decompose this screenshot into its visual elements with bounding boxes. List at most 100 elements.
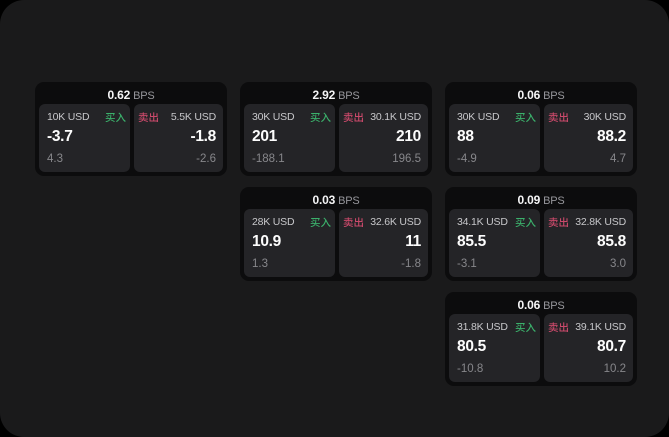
buy-side-label: 买入 bbox=[309, 112, 331, 123]
sell-price: 210 bbox=[396, 128, 421, 145]
buy-amount: 31.8K USD bbox=[457, 321, 508, 333]
spread-value: 2.92 bbox=[312, 88, 336, 102]
sell-amount: 5.5K USD bbox=[170, 111, 216, 123]
buy-amount: 30K USD bbox=[457, 111, 500, 123]
quote-card-2: 2.92 BPS 30K USD 买入 201 -188.1 卖出 30.1K … bbox=[240, 82, 432, 176]
spread-header: 2.92 BPS bbox=[244, 86, 428, 104]
buy-amount: 28K USD bbox=[252, 216, 295, 228]
sell-quote-tile[interactable]: 卖出 30K USD 88.2 4.7 bbox=[543, 104, 633, 172]
spread-value: 0.03 bbox=[312, 193, 336, 207]
spread-value: 0.06 bbox=[517, 298, 541, 312]
quote-card-1: 0.62 BPS 10K USD 买入 -3.7 4.3 卖出 5.5K USD… bbox=[35, 82, 227, 176]
spread-header: 0.06 BPS bbox=[449, 86, 633, 104]
sell-quote-tile[interactable]: 卖出 32.6K USD 11 -1.8 bbox=[338, 209, 428, 277]
quote-card-4: 0.03 BPS 28K USD 买入 10.9 1.3 卖出 32.6K US… bbox=[240, 187, 432, 281]
quote-panes: 28K USD 买入 10.9 1.3 卖出 32.6K USD 11 -1.8 bbox=[244, 209, 428, 277]
quote-panes: 31.8K USD 买入 80.5 -10.8 卖出 39.1K USD 80.… bbox=[449, 314, 633, 382]
sell-side-label: 卖出 bbox=[138, 112, 159, 123]
spread-header: 0.62 BPS bbox=[39, 86, 223, 104]
sell-amount: 39.1K USD bbox=[575, 321, 626, 333]
sell-side-label: 卖出 bbox=[548, 217, 569, 228]
spread-header: 0.03 BPS bbox=[244, 191, 428, 209]
spread-unit: BPS bbox=[543, 90, 565, 102]
pane-top-row: 30K USD 买入 bbox=[252, 111, 331, 123]
sell-change: -1.8 bbox=[401, 258, 421, 270]
sell-change: 4.7 bbox=[610, 153, 626, 165]
pane-top-row: 卖出 30K USD bbox=[548, 111, 627, 123]
sell-amount: 30.1K USD bbox=[370, 111, 421, 123]
sell-change: -2.6 bbox=[196, 153, 216, 165]
quote-panes: 30K USD 买入 88 -4.9 卖出 30K USD 88.2 4.7 bbox=[449, 104, 633, 172]
pane-top-row: 卖出 39.1K USD bbox=[548, 321, 626, 333]
sell-label-glyph bbox=[548, 322, 568, 332]
buy-side-label: 买入 bbox=[514, 112, 536, 123]
spread-value: 0.62 bbox=[107, 88, 131, 102]
pane-top-row: 30K USD 买入 bbox=[457, 111, 536, 123]
buy-change: 4.3 bbox=[47, 153, 63, 165]
spread-unit: BPS bbox=[338, 195, 360, 207]
sell-quote-tile[interactable]: 卖出 32.8K USD 85.8 3.0 bbox=[543, 209, 633, 277]
pane-top-row: 34.1K USD 买入 bbox=[457, 216, 536, 228]
sell-side-label: 卖出 bbox=[548, 112, 569, 123]
sell-change: 196.5 bbox=[392, 153, 421, 165]
sell-change: 3.0 bbox=[610, 258, 626, 270]
pane-top-row: 卖出 32.8K USD bbox=[548, 216, 626, 228]
sell-price: 11 bbox=[405, 233, 421, 250]
spread-value: 0.09 bbox=[517, 193, 541, 207]
buy-label-glyph bbox=[309, 112, 331, 122]
pane-top-row: 10K USD 买入 bbox=[47, 111, 126, 123]
quote-panes: 34.1K USD 买入 85.5 -3.1 卖出 32.8K USD 85.8… bbox=[449, 209, 633, 277]
buy-label-glyph bbox=[309, 217, 331, 227]
sell-label-glyph bbox=[343, 217, 363, 227]
pane-top-row: 卖出 30.1K USD bbox=[343, 111, 421, 123]
buy-side-label: 买入 bbox=[514, 217, 536, 228]
pane-top-row: 28K USD 买入 bbox=[252, 216, 331, 228]
buy-quote-tile[interactable]: 30K USD 买入 201 -188.1 bbox=[244, 104, 335, 172]
buy-price: 201 bbox=[252, 128, 277, 145]
sell-price: 88.2 bbox=[597, 128, 626, 145]
buy-quote-tile[interactable]: 10K USD 买入 -3.7 4.3 bbox=[39, 104, 130, 172]
sell-label-glyph bbox=[548, 217, 568, 227]
spread-unit: BPS bbox=[543, 195, 565, 207]
buy-quote-tile[interactable]: 30K USD 买入 88 -4.9 bbox=[449, 104, 540, 172]
sell-quote-tile[interactable]: 卖出 39.1K USD 80.7 10.2 bbox=[543, 314, 633, 382]
sell-quote-tile[interactable]: 卖出 5.5K USD -1.8 -2.6 bbox=[133, 104, 223, 172]
buy-quote-tile[interactable]: 34.1K USD 买入 85.5 -3.1 bbox=[449, 209, 540, 277]
sell-side-label: 卖出 bbox=[343, 112, 364, 123]
pane-top-row: 卖出 5.5K USD bbox=[138, 111, 216, 123]
buy-quote-tile[interactable]: 31.8K USD 买入 80.5 -10.8 bbox=[449, 314, 540, 382]
buy-price: 88 bbox=[457, 128, 474, 145]
sell-amount: 30K USD bbox=[583, 111, 627, 123]
quote-card-3: 0.06 BPS 30K USD 买入 88 -4.9 卖出 30K USD 8… bbox=[445, 82, 637, 176]
buy-label-glyph bbox=[514, 217, 536, 227]
quote-card-6: 0.06 BPS 31.8K USD 买入 80.5 -10.8 卖出 39.1… bbox=[445, 292, 637, 386]
sell-amount: 32.8K USD bbox=[575, 216, 626, 228]
buy-quote-tile[interactable]: 28K USD 买入 10.9 1.3 bbox=[244, 209, 335, 277]
buy-price: 85.5 bbox=[457, 233, 486, 250]
quote-card-5: 0.09 BPS 34.1K USD 买入 85.5 -3.1 卖出 32.8K… bbox=[445, 187, 637, 281]
buy-label-glyph bbox=[514, 112, 536, 122]
buy-price: -3.7 bbox=[47, 128, 73, 145]
sell-price: 85.8 bbox=[597, 233, 626, 250]
sell-label-glyph bbox=[343, 112, 363, 122]
buy-side-label: 买入 bbox=[104, 112, 126, 123]
buy-label-glyph bbox=[514, 322, 536, 332]
buy-amount: 10K USD bbox=[47, 111, 90, 123]
buy-label-glyph bbox=[104, 112, 126, 122]
buy-side-label: 买入 bbox=[309, 217, 331, 228]
sell-amount: 32.6K USD bbox=[370, 216, 421, 228]
spread-value: 0.06 bbox=[517, 88, 541, 102]
spread-unit: BPS bbox=[543, 300, 565, 312]
pane-top-row: 卖出 32.6K USD bbox=[343, 216, 421, 228]
sell-quote-tile[interactable]: 卖出 30.1K USD 210 196.5 bbox=[338, 104, 428, 172]
buy-price: 80.5 bbox=[457, 338, 486, 355]
spread-header: 0.06 BPS bbox=[449, 296, 633, 314]
buy-change: -188.1 bbox=[252, 153, 285, 165]
spread-header: 0.09 BPS bbox=[449, 191, 633, 209]
buy-amount: 30K USD bbox=[252, 111, 295, 123]
spread-unit: BPS bbox=[338, 90, 360, 102]
spread-unit: BPS bbox=[133, 90, 155, 102]
pane-top-row: 31.8K USD 买入 bbox=[457, 321, 536, 333]
buy-amount: 34.1K USD bbox=[457, 216, 508, 228]
